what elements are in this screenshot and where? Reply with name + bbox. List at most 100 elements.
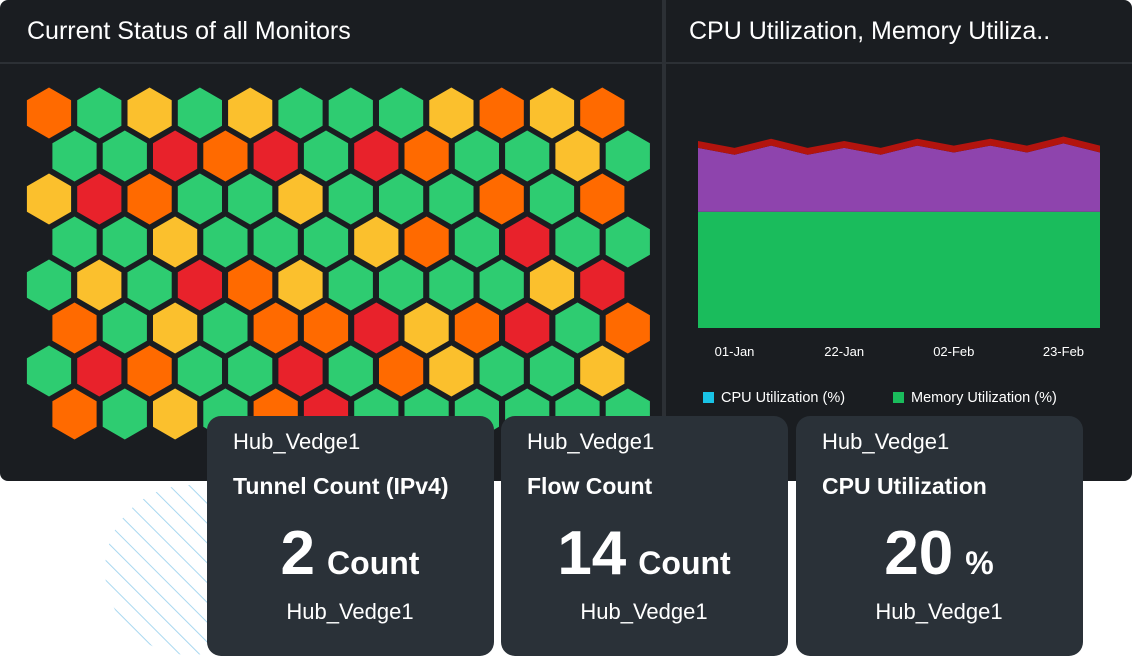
status-hex	[529, 173, 575, 225]
status-hex	[228, 259, 273, 311]
status-hex	[303, 216, 349, 268]
legend-label: CPU Utilization (%)	[721, 390, 845, 406]
status-hex	[278, 259, 323, 311]
status-hex	[102, 388, 147, 440]
status-hex	[278, 345, 323, 397]
status-hex	[153, 302, 198, 354]
status-hex	[328, 345, 373, 397]
area	[698, 136, 1100, 155]
status-hex	[404, 302, 449, 354]
status-hex	[328, 87, 373, 139]
chart-title: CPU Utilization, Memory Utiliza..	[689, 17, 1050, 45]
status-hex	[77, 345, 122, 397]
status-hex	[52, 216, 97, 268]
status-hex	[328, 259, 373, 311]
status-hex	[379, 259, 424, 311]
status-hex	[303, 130, 349, 182]
value-unit: Count	[638, 545, 731, 581]
x-tick-label: 22-Jan	[824, 344, 864, 359]
status-hex	[52, 302, 97, 354]
status-hex	[505, 130, 550, 182]
card-title: CPU Utilization	[822, 473, 987, 499]
status-hex	[429, 259, 474, 311]
status-hex	[26, 173, 72, 225]
status-hex	[379, 87, 424, 139]
status-hex	[52, 130, 97, 182]
card-value: 14 Count	[557, 519, 731, 588]
status-hex	[127, 173, 172, 225]
status-hex	[26, 87, 72, 139]
status-hex	[77, 173, 122, 225]
status-hex	[153, 216, 198, 268]
status-hex	[454, 302, 499, 354]
metric-card	[207, 416, 494, 656]
card-footer: Hub_Vedge1	[875, 599, 1002, 624]
area	[698, 143, 1100, 212]
value-unit: Count	[327, 545, 420, 581]
status-hex	[404, 216, 449, 268]
status-hex	[379, 345, 424, 397]
status-hex	[555, 216, 600, 268]
status-hex	[228, 345, 273, 397]
card-header: Hub_Vedge1	[822, 429, 949, 454]
status-hex	[505, 216, 550, 268]
panel-divider	[662, 0, 666, 481]
cards: Hub_Vedge1 Tunnel Count (IPv4) 2 Count Hub_V…	[207, 416, 1083, 656]
status-hex	[354, 130, 399, 182]
status-hex	[580, 259, 625, 311]
status-hex	[404, 130, 449, 182]
status-hex	[580, 87, 625, 139]
area	[698, 211, 1100, 328]
card-header: Hub_Vedge1	[233, 429, 360, 454]
card-value: 20%	[884, 519, 993, 588]
status-hex	[429, 87, 474, 139]
x-tick-label: 01-Jan	[715, 344, 755, 359]
status-hex	[177, 87, 222, 139]
status-hex	[429, 173, 474, 225]
status-hex	[102, 216, 147, 268]
status-hex	[253, 216, 298, 268]
metric-card	[501, 416, 788, 656]
value-unit: %	[965, 545, 993, 581]
status-hex	[52, 388, 97, 440]
status-hex	[529, 87, 575, 139]
status-hex	[479, 173, 524, 225]
status-hex	[529, 259, 575, 311]
card-footer: Hub_Vedge1	[286, 599, 413, 624]
legend-label: Memory Utilization (%)	[911, 390, 1057, 406]
status-hex	[580, 173, 625, 225]
status-hex	[253, 302, 298, 354]
value-number: 14	[557, 519, 626, 588]
status-hex	[203, 130, 248, 182]
status-hex	[102, 130, 147, 182]
x-tick-label: 02-Feb	[933, 344, 974, 359]
legend-swatch	[703, 392, 714, 403]
status-hex	[26, 345, 72, 397]
status-hex	[605, 130, 650, 182]
status-hex	[505, 302, 550, 354]
status-hex	[303, 302, 349, 354]
status-hex	[354, 302, 399, 354]
status-hex	[454, 130, 499, 182]
status-hex	[278, 173, 323, 225]
status-hex	[253, 130, 298, 182]
x-tick-label: 23-Feb	[1043, 344, 1084, 359]
card-header: Hub_Vedge1	[527, 429, 654, 454]
header-divider	[0, 62, 1132, 64]
status-hex	[379, 173, 424, 225]
status-hex	[605, 302, 650, 354]
status-hex	[177, 173, 222, 225]
status-hex	[203, 302, 248, 354]
status-hex	[529, 345, 575, 397]
card-footer: Hub_Vedge1	[580, 599, 707, 624]
status-hex	[102, 302, 147, 354]
status-hex	[228, 87, 273, 139]
status-hex	[479, 345, 524, 397]
status-hex	[479, 259, 524, 311]
card-title: Flow Count	[527, 473, 653, 499]
status-hex	[429, 345, 474, 397]
status-hex	[454, 216, 499, 268]
panel-title: Current Status of all Monitors	[27, 17, 351, 45]
status-hex	[77, 259, 122, 311]
